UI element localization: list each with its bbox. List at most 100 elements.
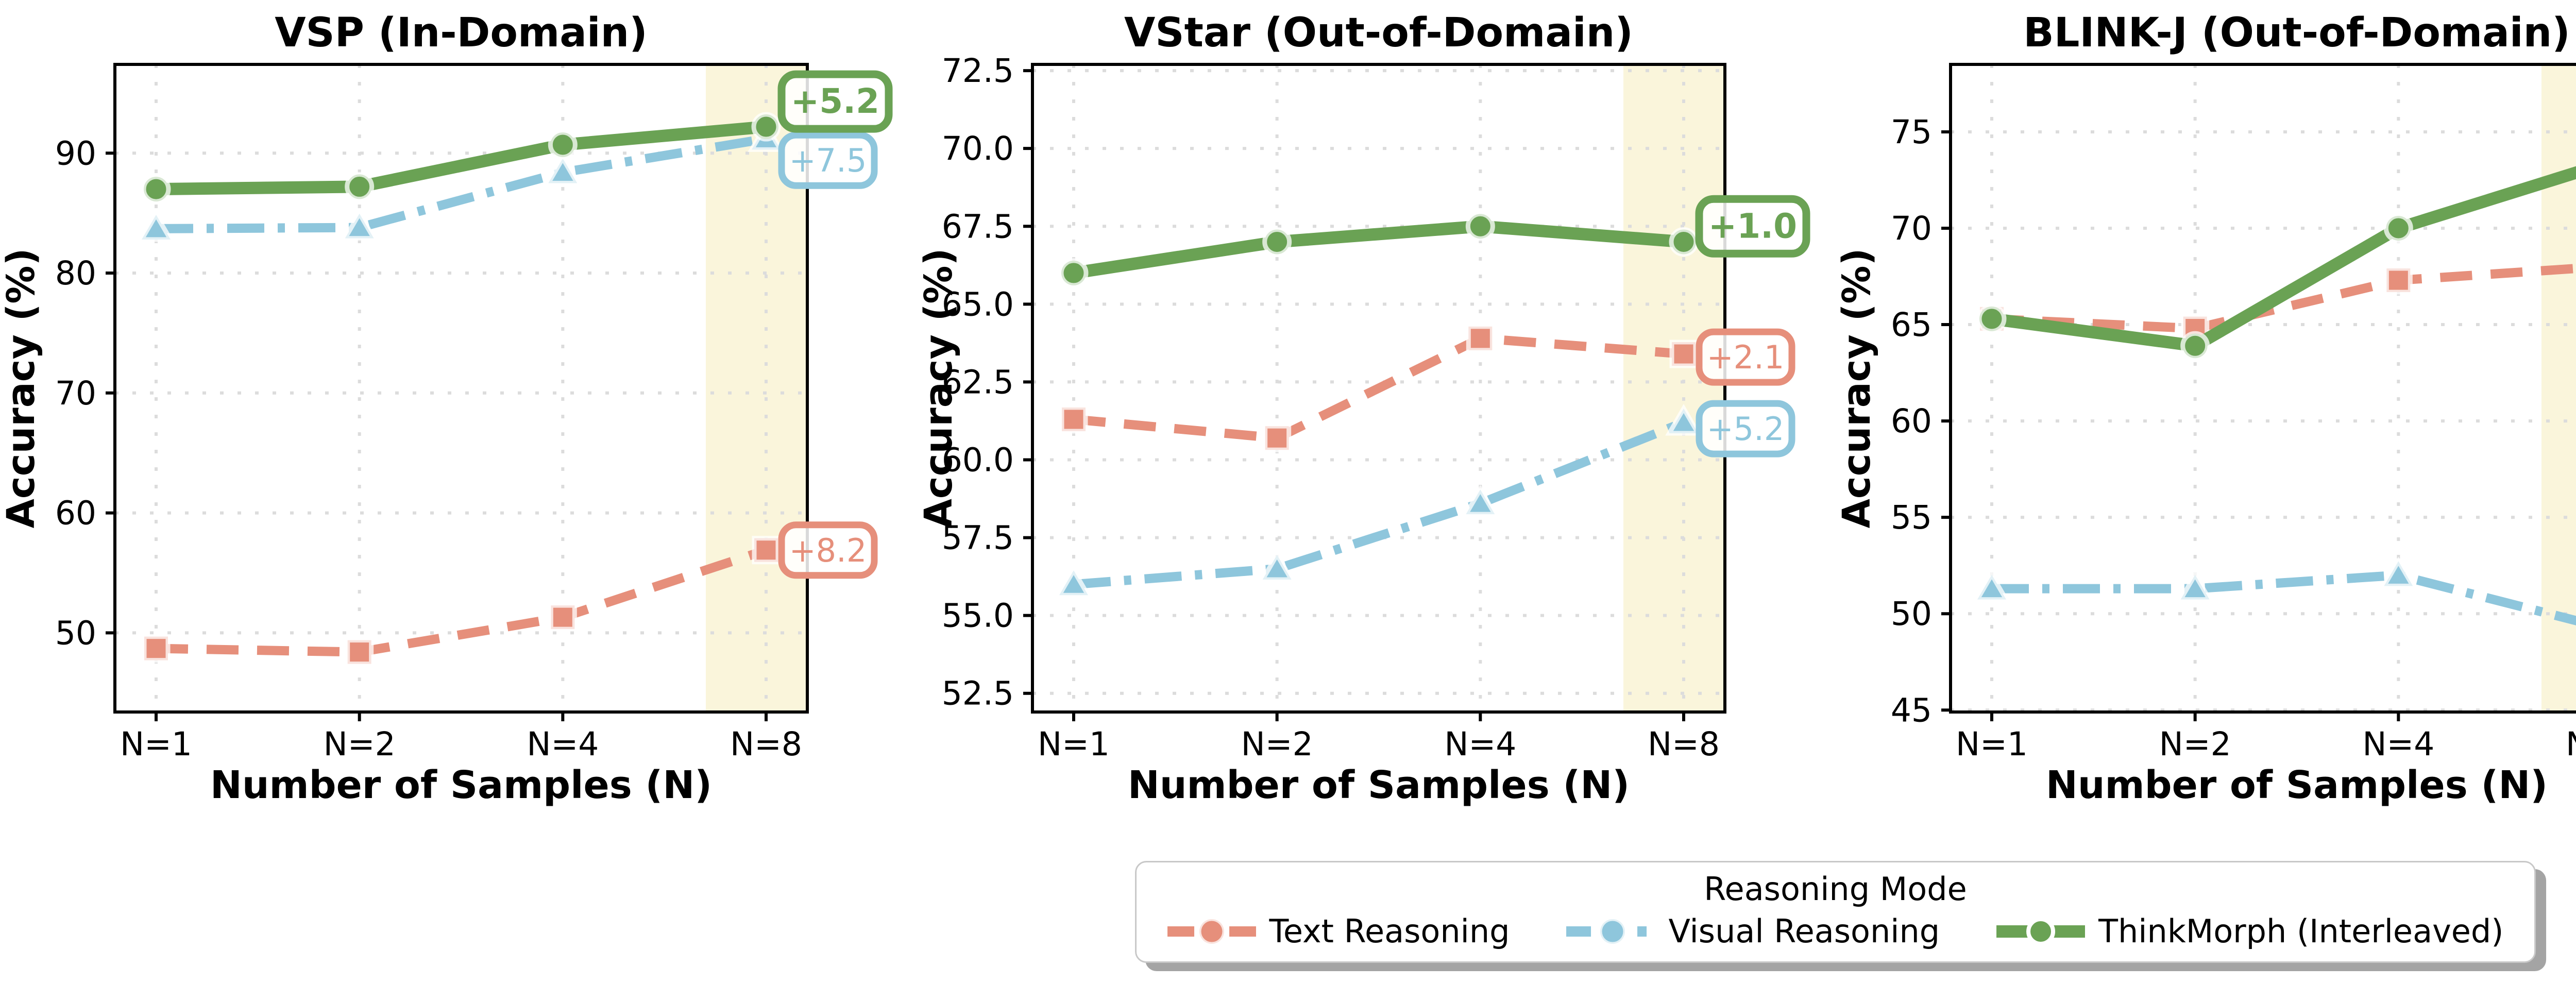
tick-marks: [1023, 69, 1686, 721]
svg-text:+2.1: +2.1: [1707, 338, 1785, 376]
svg-text:N=4: N=4: [527, 725, 599, 763]
svg-text:N=1: N=1: [1038, 725, 1110, 763]
gridlines: [1032, 64, 1725, 712]
chart-vstar-plot: 52.555.057.560.062.565.067.570.072.5N=1 N…: [918, 10, 1810, 807]
legend-entries: Text Reasoning Visual Reasoning ThinkMorph…: [1167, 912, 2503, 950]
chart-title: VStar (Out-of-Domain): [1124, 10, 1633, 56]
series-markers-visual-reasoning: [1973, 556, 2417, 602]
series-markers-thinkmorph-interleaved-: [141, 112, 781, 204]
svg-text:50: 50: [1890, 595, 1931, 633]
svg-text:60: 60: [55, 495, 96, 532]
svg-text:+5.2: +5.2: [1707, 410, 1785, 448]
highlight-band: [1623, 64, 1725, 712]
y-axis-label: Accuracy (%): [0, 248, 43, 529]
svg-text:70: 70: [1890, 210, 1931, 247]
svg-text:N=8: N=8: [2566, 725, 2576, 763]
legend-label: ThinkMorph (Interleaved): [2098, 912, 2504, 951]
gridlines: [1950, 64, 2576, 712]
svg-text:N=1: N=1: [120, 725, 192, 763]
series-line-thinkmorph-interleaved-: [1990, 166, 2576, 352]
svg-text:65: 65: [1890, 306, 1931, 344]
svg-text:65.0: 65.0: [942, 285, 1014, 323]
legend-label: Text Reasoning: [1269, 912, 1510, 951]
svg-text:N=2: N=2: [1241, 725, 1313, 763]
svg-text:+1.0: +1.0: [1708, 206, 1797, 246]
x-axis-label: Number of Samples (N): [2045, 763, 2547, 807]
svg-text:N=4: N=4: [1445, 725, 1517, 763]
series-markers-text-reasoning: [1059, 324, 1698, 452]
y-tick-labels: 50 60 70 80 90: [55, 134, 96, 652]
series-line-text-reasoning: [1991, 264, 2576, 333]
legend-swatch-dashdot-line-icon: [1566, 917, 1647, 946]
series-markers-thinkmorph-interleaved-: [1977, 213, 2413, 361]
series-markers-text-reasoning: [142, 536, 781, 667]
series-line-visual-reasoning: [156, 134, 767, 233]
svg-text:62.5: 62.5: [942, 363, 1014, 401]
legend: Reasoning Mode Text Reasoning Visual Reas…: [1134, 861, 2536, 963]
series-line-visual-reasoning: [1991, 570, 2576, 626]
x-tick-labels: N=1 N=2 N=4 N=8: [1956, 725, 2576, 763]
annotation-visual-reasoning: +5.2: [1696, 400, 1795, 457]
svg-text:75: 75: [1890, 113, 1931, 151]
legend-entry-visual-reasoning: Visual Reasoning: [1566, 912, 1940, 950]
series-line-thinkmorph-interleaved-: [1073, 220, 1685, 279]
x-axis-label: Number of Samples (N): [210, 763, 712, 807]
legend-entry-thinkmorph-interleaved-: ThinkMorph (Interleaved): [1996, 912, 2503, 950]
svg-text:57.5: 57.5: [942, 519, 1014, 557]
svg-text:60: 60: [1890, 402, 1931, 440]
axes-spines: [113, 63, 809, 714]
svg-text:70: 70: [55, 375, 96, 412]
legend-swatch-dashed-line-icon: [1167, 917, 1256, 946]
svg-text:N=2: N=2: [2159, 725, 2231, 763]
x-tick-labels: N=1 N=2 N=4 N=8: [1038, 725, 1720, 763]
chart-title: VSP (In-Domain): [275, 10, 648, 56]
svg-text:N=8: N=8: [1648, 725, 1720, 763]
chart-blink-j-plot: 45 50 55 60 65 70 75 N=1 N=2 N=4 N=8 BLINK-J (Out-o…: [1836, 10, 2576, 807]
annotation-text-reasoning: +8.2: [778, 521, 878, 579]
svg-text:50: 50: [55, 614, 96, 652]
svg-text:67.5: 67.5: [942, 208, 1014, 245]
svg-text:45: 45: [1890, 691, 1931, 729]
svg-text:N=4: N=4: [2362, 725, 2434, 763]
series-markers-visual-reasoning: [1055, 404, 1703, 598]
chart-vstar: 52.5 55.0 57.5 60.0 62.5 65.0 67.5 70.0 72.5 N=1 N…: [918, 0, 1835, 824]
series-line-thinkmorph-interleaved-: [156, 121, 767, 196]
svg-text:60.0: 60.0: [942, 441, 1014, 479]
tick-marks: [1941, 130, 2400, 721]
chart-blink-j: 45 50 55 60 65 70 75 N=1 N=2 N=4 N=8 BLINK-J (Out-o…: [1836, 0, 2576, 824]
svg-text:+8.2: +8.2: [789, 532, 867, 569]
annotation-visual-reasoning: +7.5: [778, 131, 878, 189]
svg-text:+5.2: +5.2: [791, 81, 879, 121]
annotation-text-reasoning: +2.1: [1696, 328, 1795, 386]
svg-text:52.5: 52.5: [942, 675, 1014, 713]
series-line-text-reasoning: [156, 546, 768, 657]
svg-text:N=1: N=1: [1956, 725, 2028, 763]
svg-text:N=8: N=8: [730, 725, 802, 763]
svg-text:72.5: 72.5: [942, 52, 1014, 90]
annotation-thinkmorph-interleaved-: +5.2: [777, 70, 893, 133]
series-line-visual-reasoning: [1073, 418, 1686, 589]
annotation-thinkmorph-interleaved-: +1.0: [1695, 195, 1810, 258]
chart-vsp: 50 60 70 80 90 N=1 N=2 N=4 N=8 VSP (In-Domain) Num…: [0, 0, 918, 824]
y-axis-label: Accuracy (%): [1836, 248, 1879, 529]
x-axis-label: Number of Samples (N): [1128, 763, 1630, 807]
x-tick-labels: N=1 N=2 N=4 N=8: [120, 725, 802, 763]
y-axis-label: Accuracy (%): [918, 248, 961, 529]
legend-label: Visual Reasoning: [1668, 912, 1940, 951]
tick-marks: [106, 151, 768, 721]
charts-row: 50 60 70 80 90 N=1 N=2 N=4 N=8 VSP (In-Domain) Num…: [0, 0, 2576, 824]
legend-swatch-solid-line-icon: [1996, 917, 2086, 946]
svg-text:55.0: 55.0: [942, 597, 1014, 635]
axes-spines: [1031, 63, 1727, 714]
y-tick-labels: 45 50 55 60 65 70 75: [1890, 113, 1931, 729]
legend-entry-text-reasoning: Text Reasoning: [1167, 912, 1510, 950]
svg-text:80: 80: [55, 255, 96, 292]
chart-title: BLINK-J (Out-of-Domain): [2023, 10, 2570, 56]
legend-title: Reasoning Mode: [1704, 870, 1967, 908]
svg-text:70.0: 70.0: [942, 130, 1014, 167]
y-tick-labels: 52.5 55.0 57.5 60.0 62.5 65.0 67.5 70.0 72.5: [942, 52, 1014, 713]
svg-text:+7.5: +7.5: [789, 142, 867, 179]
svg-text:N=2: N=2: [324, 725, 396, 763]
series-line-text-reasoning: [1073, 333, 1684, 443]
